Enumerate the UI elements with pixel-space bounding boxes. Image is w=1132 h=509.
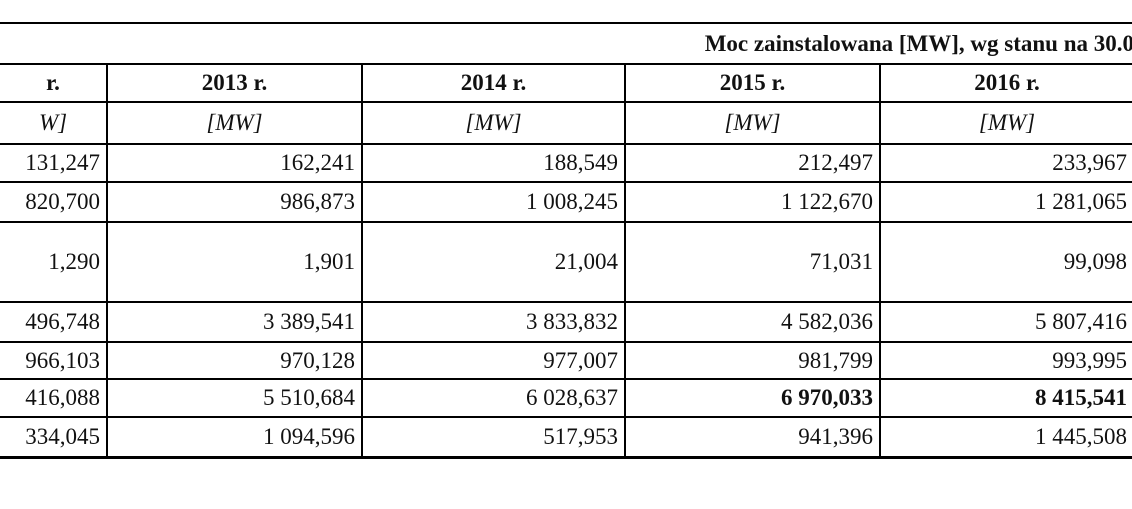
cell: 1 445,508 [878,416,1132,459]
cell: 21,004 [361,221,626,303]
cell: 99,098 [878,221,1132,303]
data-row: 496,748 3 389,541 3 833,832 4 582,036 5 807,… [0,301,1132,343]
cell: 416,088 [0,378,108,418]
cell: 5 807,416 [878,301,1132,343]
table-title: Moc zainstalowana [MW], wg stanu na 30.0 [0,22,1132,65]
cell: 4 582,036 [624,301,881,343]
cell: 233,967 [878,143,1132,183]
cell: 1 008,245 [361,181,626,223]
title-row: Moc zainstalowana [MW], wg stanu na 30.0 [0,22,1132,65]
unit-label: [MW] [106,101,363,145]
cell: 212,497 [624,143,881,183]
cell: 162,241 [106,143,363,183]
data-row: 334,045 1 094,596 517,953 941,396 1 445,508 [0,416,1132,459]
cell: 8 415,541 [878,378,1132,418]
cell: 820,700 [0,181,108,223]
data-row: 416,088 5 510,684 6 028,637 6 970,033 8 415,… [0,378,1132,418]
data-table: Moc zainstalowana [MW], wg stanu na 30.0… [0,22,1132,459]
cell: 981,799 [624,341,881,380]
year-row: r. 2013 r. 2014 r. 2015 r. 2016 r. [0,63,1132,103]
cell: 1 281,065 [878,181,1132,223]
unit-label: [MW] [361,101,626,145]
cell: 1 094,596 [106,416,363,459]
cell: 970,128 [106,341,363,380]
column-header: 2015 r. [624,63,881,103]
cell: 1,901 [106,221,363,303]
cell: 1,290 [0,221,108,303]
column-header: 2013 r. [106,63,363,103]
cell: 71,031 [624,221,881,303]
data-row: 131,247 162,241 188,549 212,497 233,967 [0,143,1132,183]
cell: 6 028,637 [361,378,626,418]
cell: 496,748 [0,301,108,343]
cell: 5 510,684 [106,378,363,418]
cell: 6 970,033 [624,378,881,418]
cell: 517,953 [361,416,626,459]
column-header: 2014 r. [361,63,626,103]
data-row: 966,103 970,128 977,007 981,799 993,995 [0,341,1132,380]
cell: 941,396 [624,416,881,459]
unit-label: [MW] [624,101,881,145]
column-header: r. [0,63,108,103]
unit-row: W] [MW] [MW] [MW] [MW] [0,101,1132,145]
cell: 3 389,541 [106,301,363,343]
data-row: 820,700 986,873 1 008,245 1 122,670 1 281,06… [0,181,1132,223]
column-header: 2016 r. [878,63,1132,103]
cell: 131,247 [0,143,108,183]
cell: 966,103 [0,341,108,380]
cell: 977,007 [361,341,626,380]
unit-label: [MW] [878,101,1132,145]
cell: 1 122,670 [624,181,881,223]
data-row: 1,290 1,901 21,004 71,031 99,098 [0,221,1132,303]
cell: 188,549 [361,143,626,183]
cell: 3 833,832 [361,301,626,343]
cell: 986,873 [106,181,363,223]
cell: 993,995 [878,341,1132,380]
unit-label: W] [0,101,108,145]
table-body: Moc zainstalowana [MW], wg stanu na 30.0… [0,22,1132,459]
cell: 334,045 [0,416,108,459]
